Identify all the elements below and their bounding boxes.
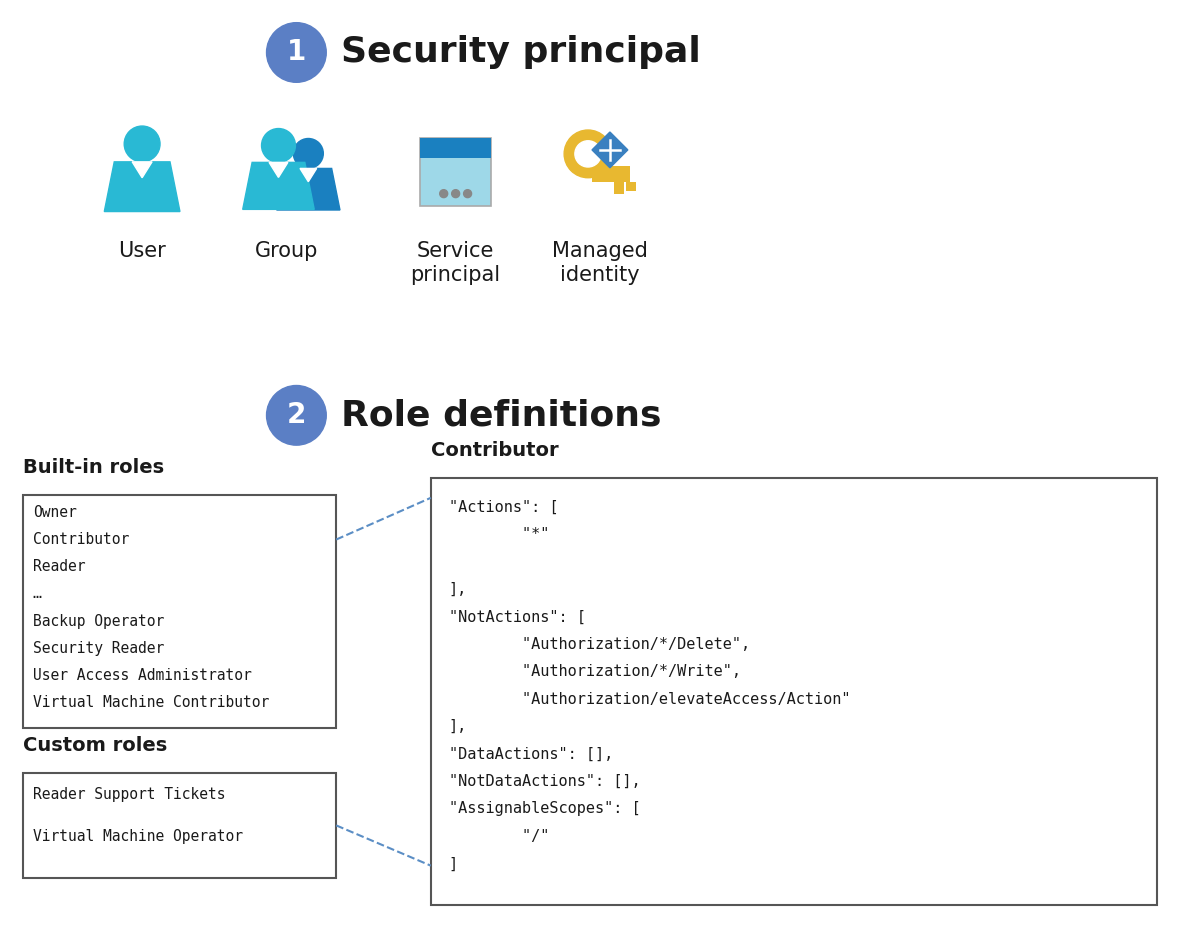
Text: …: … — [33, 587, 41, 602]
Text: "/": "/" — [449, 829, 549, 844]
Circle shape — [463, 189, 472, 198]
Text: 1: 1 — [287, 39, 306, 67]
FancyBboxPatch shape — [592, 166, 629, 182]
Text: ],: ], — [449, 720, 467, 734]
Text: Backup Operator: Backup Operator — [33, 613, 164, 628]
Polygon shape — [104, 162, 180, 212]
Polygon shape — [243, 162, 314, 209]
Circle shape — [575, 140, 601, 167]
Text: Service
principal: Service principal — [410, 241, 501, 284]
Circle shape — [451, 189, 460, 198]
Polygon shape — [269, 162, 288, 177]
Polygon shape — [277, 169, 340, 210]
Text: Contributor: Contributor — [431, 441, 558, 460]
Circle shape — [262, 128, 295, 162]
Text: 2: 2 — [287, 401, 306, 430]
FancyBboxPatch shape — [419, 138, 492, 205]
Circle shape — [267, 23, 326, 82]
Text: Contributor: Contributor — [33, 532, 129, 547]
Text: User Access Administrator: User Access Administrator — [33, 668, 251, 683]
Text: User: User — [118, 241, 166, 261]
Circle shape — [267, 385, 326, 446]
Text: "NotActions": [: "NotActions": [ — [449, 609, 585, 625]
Text: ],: ], — [449, 582, 467, 597]
Circle shape — [564, 130, 611, 178]
Polygon shape — [300, 169, 316, 182]
Text: "*": "*" — [449, 528, 549, 543]
FancyBboxPatch shape — [614, 182, 623, 194]
Text: "Authorization/elevateAccess/Action": "Authorization/elevateAccess/Action" — [449, 691, 850, 706]
Text: Owner: Owner — [33, 505, 76, 520]
Text: Group: Group — [255, 241, 318, 261]
Text: ]: ] — [449, 856, 457, 871]
Text: Reader: Reader — [33, 560, 85, 575]
Polygon shape — [592, 132, 628, 168]
Text: Security principal: Security principal — [341, 36, 702, 70]
Circle shape — [124, 126, 160, 162]
Text: Managed
identity: Managed identity — [552, 241, 648, 284]
FancyBboxPatch shape — [23, 495, 337, 728]
FancyBboxPatch shape — [431, 478, 1158, 905]
Text: Security Reader: Security Reader — [33, 641, 164, 656]
Text: Reader Support Tickets: Reader Support Tickets — [33, 788, 225, 803]
Text: Virtual Machine Operator: Virtual Machine Operator — [33, 829, 243, 844]
Text: Custom roles: Custom roles — [23, 737, 167, 755]
Text: Built-in roles: Built-in roles — [23, 458, 164, 477]
Text: "NotDataActions": [],: "NotDataActions": [], — [449, 774, 640, 789]
Text: Role definitions: Role definitions — [341, 398, 661, 432]
Text: Virtual Machine Contributor: Virtual Machine Contributor — [33, 695, 269, 710]
Circle shape — [294, 138, 324, 169]
Polygon shape — [133, 162, 152, 178]
Text: "DataActions": [],: "DataActions": [], — [449, 747, 613, 762]
FancyBboxPatch shape — [23, 773, 337, 878]
Circle shape — [440, 189, 448, 198]
Text: "Authorization/*/Write",: "Authorization/*/Write", — [449, 664, 741, 679]
FancyBboxPatch shape — [419, 138, 492, 158]
FancyBboxPatch shape — [626, 182, 636, 190]
Text: "Actions": [: "Actions": [ — [449, 500, 558, 515]
Text: "Authorization/*/Delete",: "Authorization/*/Delete", — [449, 637, 750, 652]
Text: "AssignableScopes": [: "AssignableScopes": [ — [449, 802, 640, 817]
